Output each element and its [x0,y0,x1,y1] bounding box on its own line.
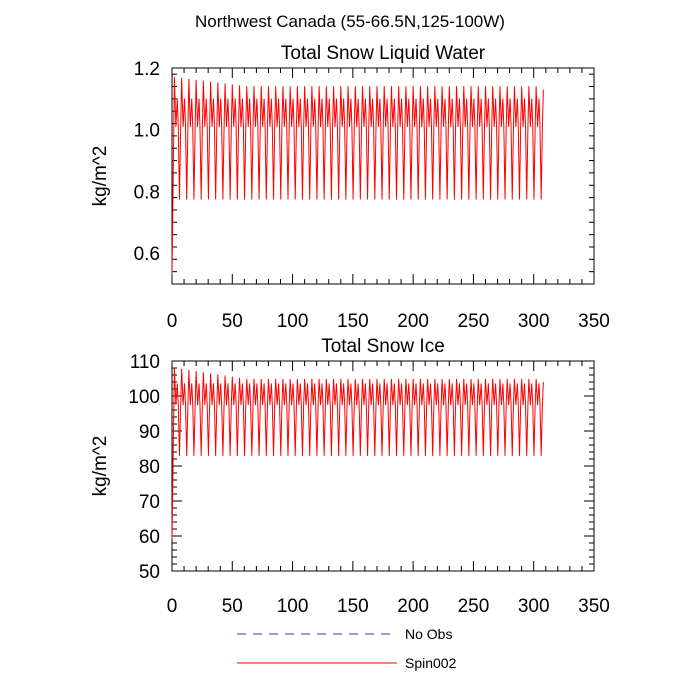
x-tick-label: 50 [222,311,243,332]
panel-title: Total Snow Liquid Water [281,43,486,64]
y-tick-label: 100 [128,387,160,408]
x-tick-label: 100 [277,311,309,332]
x-tick-label: 300 [518,596,550,617]
panel-total-snow-ice: Total Snow Ice 0 50 100 150 200 250 300 350 50 60 7… [90,336,610,617]
series-line-spin002 [171,367,544,540]
x-tick-label: 250 [458,311,490,332]
legend: No Obs Spin002 [237,626,457,671]
x-tick-label: 250 [458,596,490,617]
x-tick-label: 350 [578,311,610,332]
y-tick-label: 0.8 [134,182,160,203]
panel-total-snow-liquid-water: Total Snow Liquid Water 0 50 100 150 200 250 30… [90,43,610,332]
plot-frame [171,67,595,285]
x-tick-label: 0 [167,311,178,332]
y-tick-label: 1.0 [134,121,160,142]
y-tick-label: 1.2 [134,59,160,80]
y-tick-label: 60 [139,527,160,548]
x-tick-label: 150 [337,596,369,617]
x-tick-label: 150 [337,311,369,332]
y-axis-label: kg/m^2 [90,146,111,207]
x-tick-label: 100 [277,596,309,617]
y-tick-label: 50 [139,562,160,583]
y-axis-label: kg/m^2 [90,436,111,497]
y-tick-label: 70 [139,492,160,513]
series-line-spin002 [171,76,544,275]
legend-label-no-obs: No Obs [405,626,452,642]
x-tick-label: 0 [167,596,178,617]
panel-title: Total Snow Ice [321,336,445,357]
x-tick-label: 50 [222,596,243,617]
x-tick-label: 300 [518,311,550,332]
y-tick-label: 110 [130,352,160,373]
y-tick-label: 90 [139,422,160,443]
y-tick-label: 0.6 [134,244,160,265]
x-tick-label: 350 [578,596,610,617]
legend-label-spin002: Spin002 [405,655,457,671]
x-tick-label: 200 [397,311,429,332]
page-title: Northwest Canada (55-66.5N,125-100W) [195,12,505,31]
x-tick-label: 200 [397,596,429,617]
y-tick-label: 80 [139,457,160,478]
